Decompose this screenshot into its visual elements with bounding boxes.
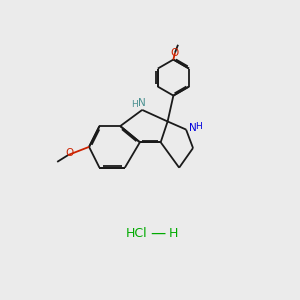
- Text: O: O: [65, 148, 74, 158]
- Text: N: N: [138, 98, 146, 108]
- Text: —: —: [150, 226, 166, 241]
- Text: H: H: [169, 227, 178, 240]
- Text: H: H: [131, 100, 137, 109]
- Text: N: N: [189, 123, 196, 134]
- Text: HCl: HCl: [126, 227, 147, 240]
- Text: H: H: [195, 122, 202, 131]
- Text: O: O: [170, 48, 179, 58]
